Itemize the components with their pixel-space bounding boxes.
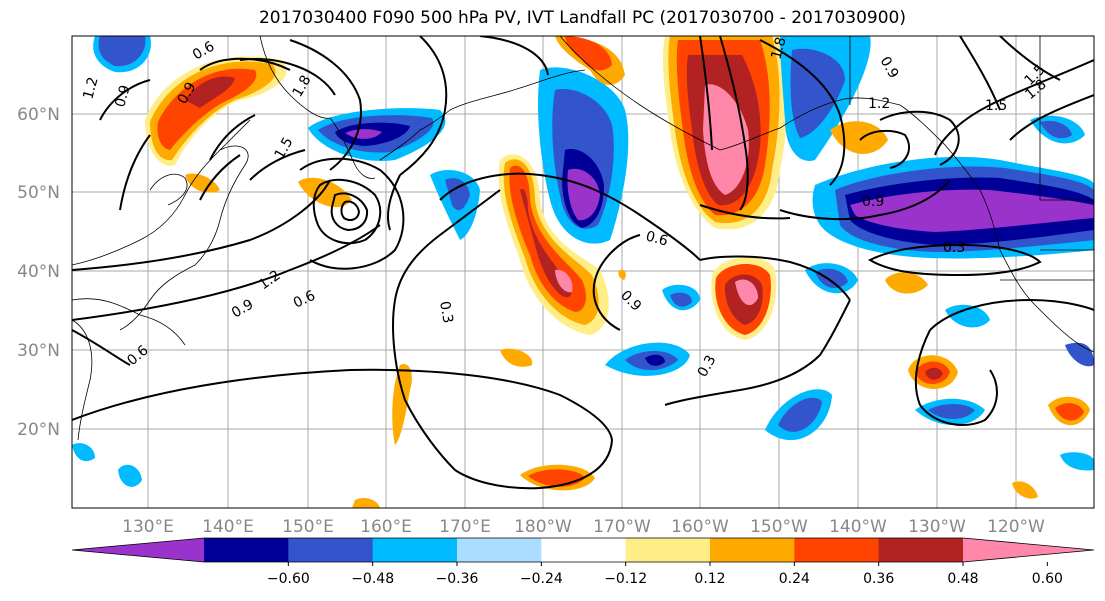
- colorbar-segment: [625, 538, 711, 562]
- map-frame: [71, 35, 1095, 509]
- colorbar-tick-label: 0.36: [863, 571, 895, 587]
- lon-labels: 130°E 140°E 150°E 160°E 170°E 180°W 170°…: [122, 517, 1045, 537]
- contour-label: 0.9: [862, 194, 884, 210]
- lat-label: 40°N: [17, 262, 60, 282]
- colorbar-segment: [541, 538, 627, 562]
- contour-label: 1.8: [768, 35, 789, 61]
- lon-label: 120°W: [987, 517, 1045, 537]
- map-title: 2017030400 F090 500 hPa PV, IVT Landfall…: [258, 8, 906, 28]
- lon-label: 140°E: [202, 517, 254, 537]
- colorbar-segment: [204, 538, 289, 562]
- lon-label: 150°E: [282, 517, 334, 537]
- colorbar-extend-min: [72, 538, 204, 562]
- lat-label: 50°N: [17, 183, 60, 203]
- pv-anomaly-fills: [72, 36, 1094, 508]
- colorbar-tick-label: 0.12: [694, 571, 726, 587]
- colorbar-tick-label: −0.36: [435, 571, 479, 587]
- lat-label: 20°N: [17, 420, 60, 440]
- colorbar-outline: [71, 537, 1095, 563]
- colorbar-segment: [710, 538, 795, 562]
- colorbar-segment: [794, 538, 880, 562]
- lon-label: 170°E: [439, 517, 491, 537]
- colorbar-tick-label: −0.24: [519, 571, 563, 587]
- lon-label: 140°W: [829, 517, 887, 537]
- lat-label: 60°N: [17, 105, 60, 125]
- lon-label: 150°W: [750, 517, 808, 537]
- pv-contours: [72, 36, 1094, 490]
- colorbar-segment: [372, 538, 458, 562]
- lon-label: 130°W: [908, 517, 966, 537]
- lat-label: 30°N: [17, 341, 60, 361]
- contour-label: 1.5: [985, 98, 1007, 114]
- colorbar-segment: [878, 538, 964, 562]
- contour-label: 1.2: [868, 96, 890, 112]
- colorbar-tick-label: 0.48: [947, 571, 979, 587]
- contour-label: 0.3: [943, 240, 965, 256]
- colorbar-tick-label: 0.24: [778, 571, 810, 587]
- lon-label: 180°W: [514, 517, 572, 537]
- contour-label: 0.3: [436, 300, 456, 325]
- lon-label: 160°E: [360, 517, 412, 537]
- colorbar-tick-label: −0.48: [351, 571, 395, 587]
- lat-labels: 60°N 50°N 40°N 30°N 20°N: [17, 105, 60, 440]
- colorbar-tick-label: 0.60: [1031, 571, 1063, 587]
- colorbar-tick-label: −0.12: [604, 571, 648, 587]
- lon-label: 160°W: [671, 517, 729, 537]
- lon-label: 170°W: [593, 517, 651, 537]
- colorbar-tick-label: −0.60: [266, 571, 310, 587]
- colorbar-extend-max: [963, 538, 1094, 562]
- lon-label: 130°E: [122, 517, 174, 537]
- colorbar-segment: [288, 538, 374, 562]
- coastlines: [72, 36, 1094, 441]
- contour-label: 0.6: [644, 228, 670, 249]
- colorbar-segment: [457, 538, 542, 562]
- colorbar: [71, 537, 1095, 566]
- contour-label: 1.2: [80, 75, 101, 101]
- contour-label: 0.9: [112, 83, 133, 109]
